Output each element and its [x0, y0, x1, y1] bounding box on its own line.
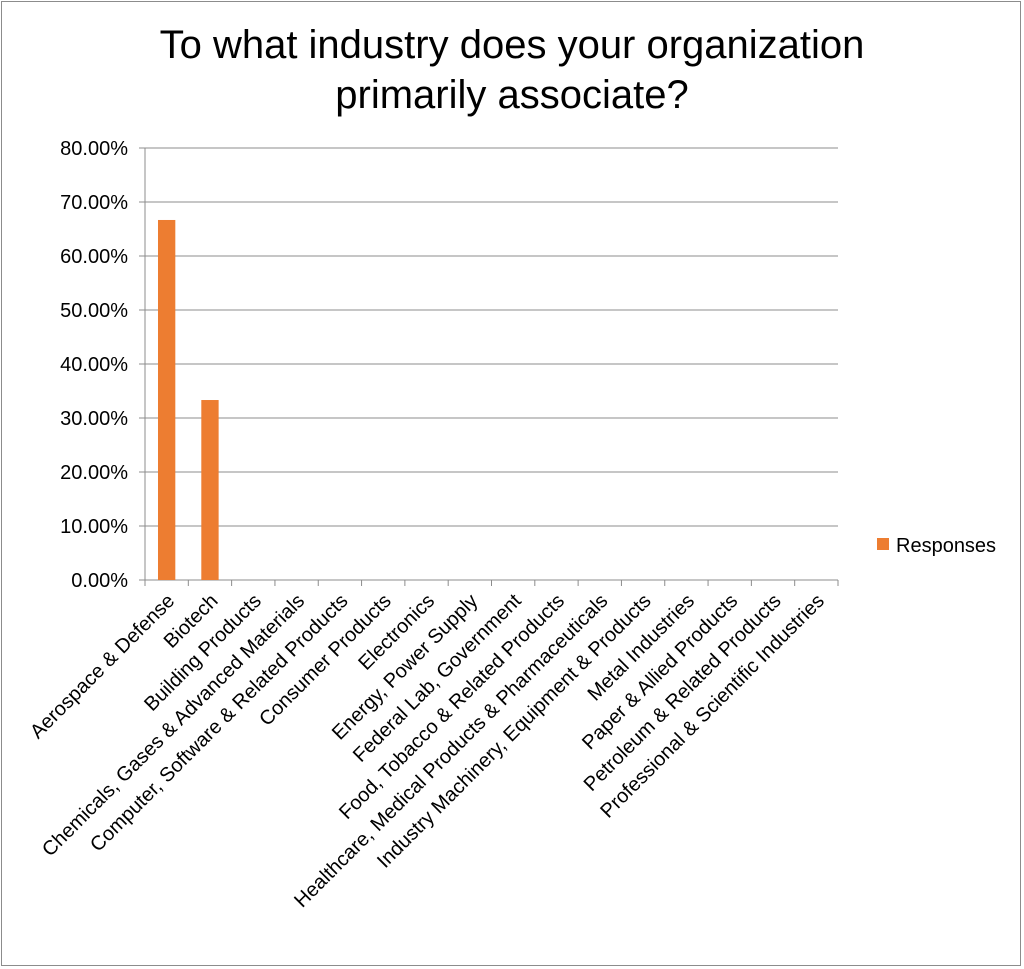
- y-tick-label: 30.00%: [60, 408, 128, 430]
- legend: Responses: [877, 535, 996, 557]
- bar: [201, 400, 219, 580]
- bar: [157, 219, 176, 580]
- y-tick-label: 80.00%: [60, 138, 128, 160]
- gridlines: [145, 147, 838, 527]
- y-tick-label: 60.00%: [60, 246, 128, 268]
- y-tick-label: 20.00%: [60, 462, 128, 484]
- x-tick-label: Aerospace & Defense: [26, 590, 179, 743]
- y-tick-label: 40.00%: [60, 354, 128, 376]
- y-tick-label: 10.00%: [60, 516, 128, 538]
- axes: [139, 147, 839, 586]
- y-tick-label: 70.00%: [60, 192, 128, 214]
- legend-label: Responses: [896, 535, 996, 557]
- legend-swatch: [877, 538, 889, 550]
- y-tick-label: 0.00%: [71, 570, 128, 592]
- bars: [157, 219, 219, 580]
- y-tick-label: 50.00%: [60, 300, 128, 322]
- chart-title: To what industry does your organization …: [159, 23, 865, 117]
- y-tick-labels: 0.00% 10.00% 20.00% 30.00% 40.00% 50.00% 60.00…: [60, 138, 128, 592]
